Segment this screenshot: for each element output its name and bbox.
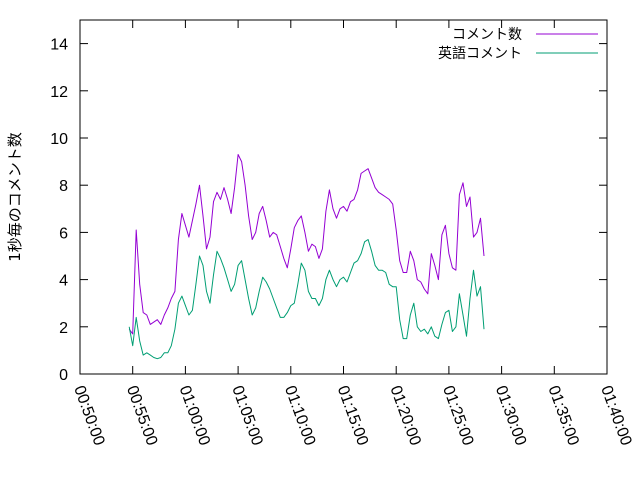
- series-line-2: [128, 239, 485, 360]
- plot-frame: [79, 19, 608, 375]
- y-tick-label: 2: [59, 320, 68, 337]
- y-tick-label: 14: [50, 37, 68, 54]
- y-tick-label: 0: [59, 367, 68, 384]
- x-tick-label: 01:15:00: [334, 384, 371, 448]
- x-tick-label: 00:55:00: [123, 384, 160, 448]
- series-line-1: [128, 154, 485, 335]
- series-layer: [128, 154, 485, 360]
- y-axis-title: 1秒毎のコメント数: [6, 132, 24, 262]
- y-tick-label: 12: [50, 84, 68, 101]
- x-tick-label: 01:10:00: [281, 384, 318, 448]
- x-tick-label: 00:50:00: [70, 384, 107, 448]
- legend-label-1: コメント数: [452, 27, 522, 43]
- x-tick-label: 01:30:00: [492, 384, 529, 448]
- x-tick-label: 01:40:00: [597, 384, 634, 448]
- x-tick-label: 01:00:00: [176, 384, 213, 448]
- y-tick-label: 6: [59, 225, 68, 242]
- y-axis: 0 2 4 6 8 10 12 14: [50, 37, 607, 384]
- x-tick-label: 01:25:00: [439, 384, 476, 448]
- x-axis: 00:50:00 00:55:00 01:00:00 01:05:00 01:10:00…: [70, 20, 635, 448]
- y-tick-label: 8: [59, 178, 68, 195]
- x-tick-label: 01:20:00: [386, 384, 423, 448]
- y-tick-label: 4: [59, 273, 68, 290]
- legend-label-2: 英語コメント: [438, 45, 522, 62]
- y-tick-label: 10: [50, 131, 68, 148]
- x-tick-label: 01:35:00: [545, 384, 582, 448]
- x-tick-label: 01:05:00: [228, 384, 265, 448]
